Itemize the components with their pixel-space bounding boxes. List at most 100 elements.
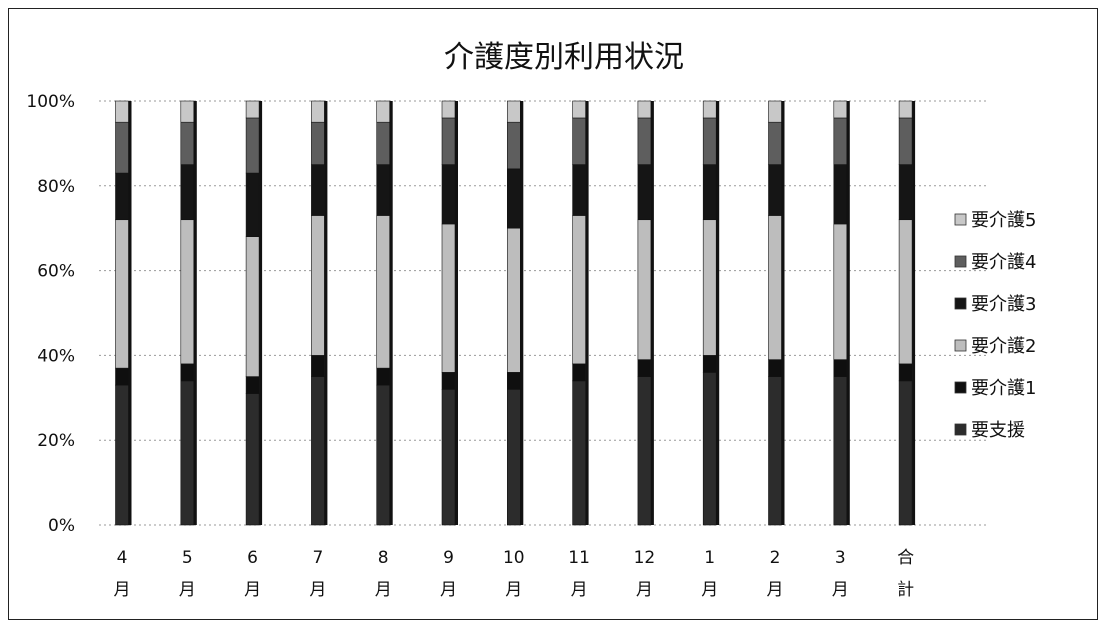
- bar-segment: [115, 384, 129, 526]
- bar-segment: [506, 168, 521, 229]
- legend-label: 要介護2: [971, 336, 1036, 357]
- bars: [115, 100, 916, 526]
- y-tick-label: 80%: [37, 177, 75, 197]
- bar-edge: [846, 101, 850, 525]
- bar-segment: [768, 100, 782, 123]
- bar-edge: [259, 101, 263, 525]
- y-tick-label: 20%: [37, 431, 75, 451]
- bar-stack: [833, 100, 850, 526]
- bar-segment: [441, 100, 456, 119]
- bar-segment: [702, 219, 717, 356]
- bar-segment: [833, 223, 848, 360]
- category-label: 8: [378, 548, 389, 568]
- bar-edge: [650, 101, 654, 525]
- bar-edge: [128, 101, 132, 525]
- category-label: 月: [505, 580, 522, 600]
- bar-segment: [115, 121, 129, 174]
- bar-stack: [768, 100, 785, 526]
- bar-stack: [506, 100, 524, 526]
- bar-edge: [455, 101, 458, 525]
- category-label: 月: [244, 580, 261, 600]
- bar-segment: [376, 215, 391, 369]
- bar-stack: [376, 100, 393, 526]
- chart-frame: 介護度別利用状況 0% 20% 40% 60% 80% 100% 4 月 5 月 6 月 7 月 8 月 9 月…: [8, 8, 1098, 620]
- bar-segment: [702, 372, 717, 526]
- bar-edge: [520, 101, 524, 525]
- bar-edge: [324, 101, 328, 525]
- stacked-bar-chart: 介護度別利用状況 0% 20% 40% 60% 80% 100% 4 月 5 月 6 月 7 月 8 月 9 月…: [26, 40, 1036, 600]
- bar-segment: [311, 100, 325, 123]
- bar-segment: [637, 164, 652, 221]
- bar-segment: [311, 376, 325, 526]
- bar-segment: [572, 363, 586, 382]
- category-label: 6: [247, 548, 258, 568]
- category-label: 4: [117, 548, 128, 568]
- bar-stack: [702, 100, 720, 526]
- category-label: 月: [767, 580, 784, 600]
- category-label: 月: [832, 580, 849, 600]
- category-label: 5: [182, 548, 193, 568]
- legend-label: 要介護3: [971, 294, 1036, 315]
- category-label: 月: [375, 580, 392, 600]
- legend-swatch: [954, 297, 967, 310]
- legend-label: 要介護1: [971, 378, 1036, 399]
- legend-swatch: [954, 423, 967, 436]
- legend-swatch: [954, 339, 967, 352]
- bar-edge: [912, 101, 916, 525]
- category-label: 月: [114, 580, 131, 600]
- bar-segment: [768, 215, 782, 360]
- bar-segment: [833, 376, 848, 526]
- bar-segment: [833, 100, 848, 119]
- bar-segment: [376, 384, 391, 526]
- bar-edge: [716, 101, 720, 525]
- category-label: 計: [897, 580, 914, 600]
- category-label: 月: [636, 580, 653, 600]
- bar-segment: [898, 219, 913, 365]
- bar-stack: [311, 100, 328, 526]
- category-label: 7: [312, 548, 323, 568]
- bar-segment: [180, 363, 195, 382]
- bar-segment: [506, 227, 521, 373]
- bar-segment: [115, 367, 129, 386]
- x-axis-categories: 4 月 5 月 6 月 7 月 8 月 9 月 10 月 11 月 12 月 1 月 2 月 3 月 合計: [114, 548, 915, 600]
- bar-segment: [637, 359, 652, 377]
- bar-segment: [245, 393, 260, 526]
- bar-segment: [245, 172, 260, 237]
- bar-segment: [245, 236, 260, 377]
- category-label: 月: [179, 580, 196, 600]
- bar-stack: [115, 100, 132, 526]
- bar-segment: [245, 117, 260, 174]
- bar-segment: [441, 389, 456, 526]
- legend: 要介護5 要介護4 要介護3 要介護2 要介護1 要支援: [954, 210, 1036, 441]
- bar-segment: [572, 117, 586, 165]
- bar-segment: [441, 372, 456, 390]
- bar-segment: [376, 100, 391, 123]
- bar-segment: [898, 164, 913, 221]
- y-tick-label: 40%: [37, 346, 75, 366]
- bar-segment: [768, 359, 782, 377]
- bar-segment: [506, 389, 521, 526]
- bar-segment: [245, 376, 260, 394]
- bar-segment: [637, 100, 652, 119]
- bar-segment: [441, 117, 456, 165]
- bar-segment: [376, 121, 391, 165]
- bar-segment: [441, 164, 456, 225]
- bar-edge: [585, 101, 589, 525]
- legend-label: 要支援: [971, 420, 1025, 441]
- legend-swatch: [954, 213, 967, 226]
- bar-segment: [833, 117, 848, 165]
- bar-edge: [389, 101, 393, 525]
- bar-segment: [637, 376, 652, 526]
- bar-edge: [193, 101, 197, 525]
- bar-segment: [833, 359, 848, 377]
- category-label: 2: [770, 548, 781, 568]
- bar-segment: [702, 164, 717, 221]
- category-label: 月: [440, 580, 457, 600]
- bar-segment: [180, 164, 195, 221]
- category-label: 11: [568, 548, 590, 568]
- bar-segment: [115, 219, 129, 369]
- legend-swatch: [954, 255, 967, 268]
- bar-segment: [180, 219, 195, 365]
- bar-segment: [311, 121, 325, 165]
- y-tick-label: 100%: [26, 92, 75, 112]
